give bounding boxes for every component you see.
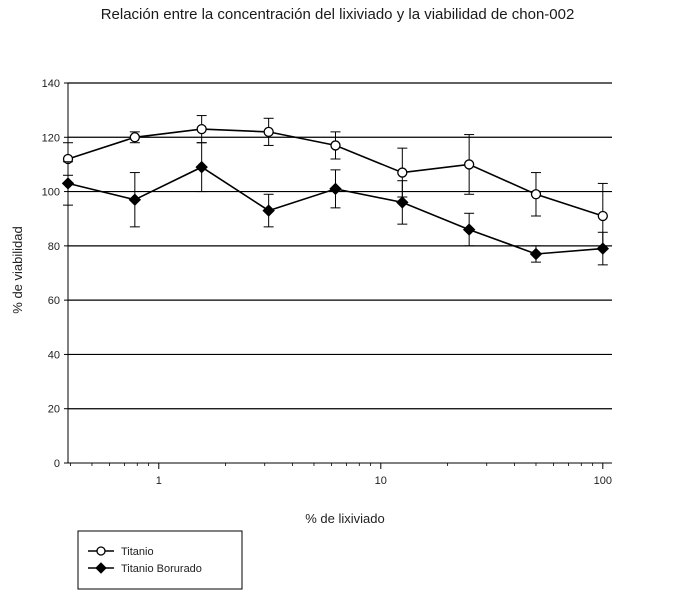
marker-open-circle bbox=[196, 123, 207, 135]
marker-open-circle bbox=[330, 140, 341, 151]
chart-title: Relación entre la concentración del lixi… bbox=[100, 6, 575, 23]
marker-filled-diamond bbox=[462, 223, 476, 236]
legend: Titanio Titanio Borurado bbox=[77, 530, 243, 590]
marker-filled-diamond bbox=[61, 177, 75, 190]
legend-label: Titanio bbox=[121, 546, 154, 558]
y-tick-label: 80 bbox=[48, 241, 60, 253]
legend-label: Titanio Borurado bbox=[121, 563, 202, 575]
legend-item: Titanio Borurado bbox=[88, 562, 202, 575]
grid-lines bbox=[68, 82, 612, 410]
y-tick-label: 40 bbox=[48, 349, 60, 361]
x-axis-label: % de lixiviado bbox=[305, 511, 385, 526]
marker-open-circle bbox=[129, 132, 140, 143]
legend-item: Titanio bbox=[88, 546, 154, 558]
marker-filled-diamond bbox=[128, 193, 142, 206]
marker-open-circle bbox=[397, 167, 408, 178]
legend-items: Titanio Titanio Borurado bbox=[88, 546, 202, 575]
series-group bbox=[61, 115, 610, 266]
marker-open-circle bbox=[96, 546, 106, 556]
legend-box bbox=[77, 530, 243, 590]
axes bbox=[64, 82, 612, 469]
marker-filled-diamond bbox=[329, 182, 342, 196]
marker-filled-diamond bbox=[95, 562, 107, 574]
marker-filled-diamond bbox=[262, 204, 275, 217]
marker-filled-diamond bbox=[596, 242, 610, 255]
tick-labels: 0 20 40 60 80 100 120 140 1 10 100 bbox=[42, 78, 612, 487]
y-tick-label: 0 bbox=[54, 458, 60, 470]
y-tick-label: 140 bbox=[42, 78, 60, 90]
y-tick-label: 60 bbox=[48, 295, 60, 307]
x-tick-label: 1 bbox=[156, 475, 162, 487]
marker-open-circle bbox=[530, 189, 542, 200]
x-tick-label: 100 bbox=[594, 475, 612, 487]
marker-open-circle bbox=[463, 159, 475, 170]
marker-open-circle bbox=[263, 126, 274, 138]
y-axis-label: % de viabilidad bbox=[10, 226, 25, 313]
series-titanio-borurado bbox=[61, 142, 610, 266]
y-tick-label: 120 bbox=[42, 132, 60, 144]
marker-filled-diamond bbox=[396, 196, 409, 209]
marker-open-circle bbox=[597, 210, 608, 222]
marker-filled-diamond bbox=[529, 247, 543, 261]
marker-filled-diamond bbox=[195, 160, 208, 174]
y-tick-label: 100 bbox=[42, 187, 60, 199]
x-tick-label: 10 bbox=[375, 475, 387, 487]
y-tick-label: 20 bbox=[48, 404, 60, 416]
